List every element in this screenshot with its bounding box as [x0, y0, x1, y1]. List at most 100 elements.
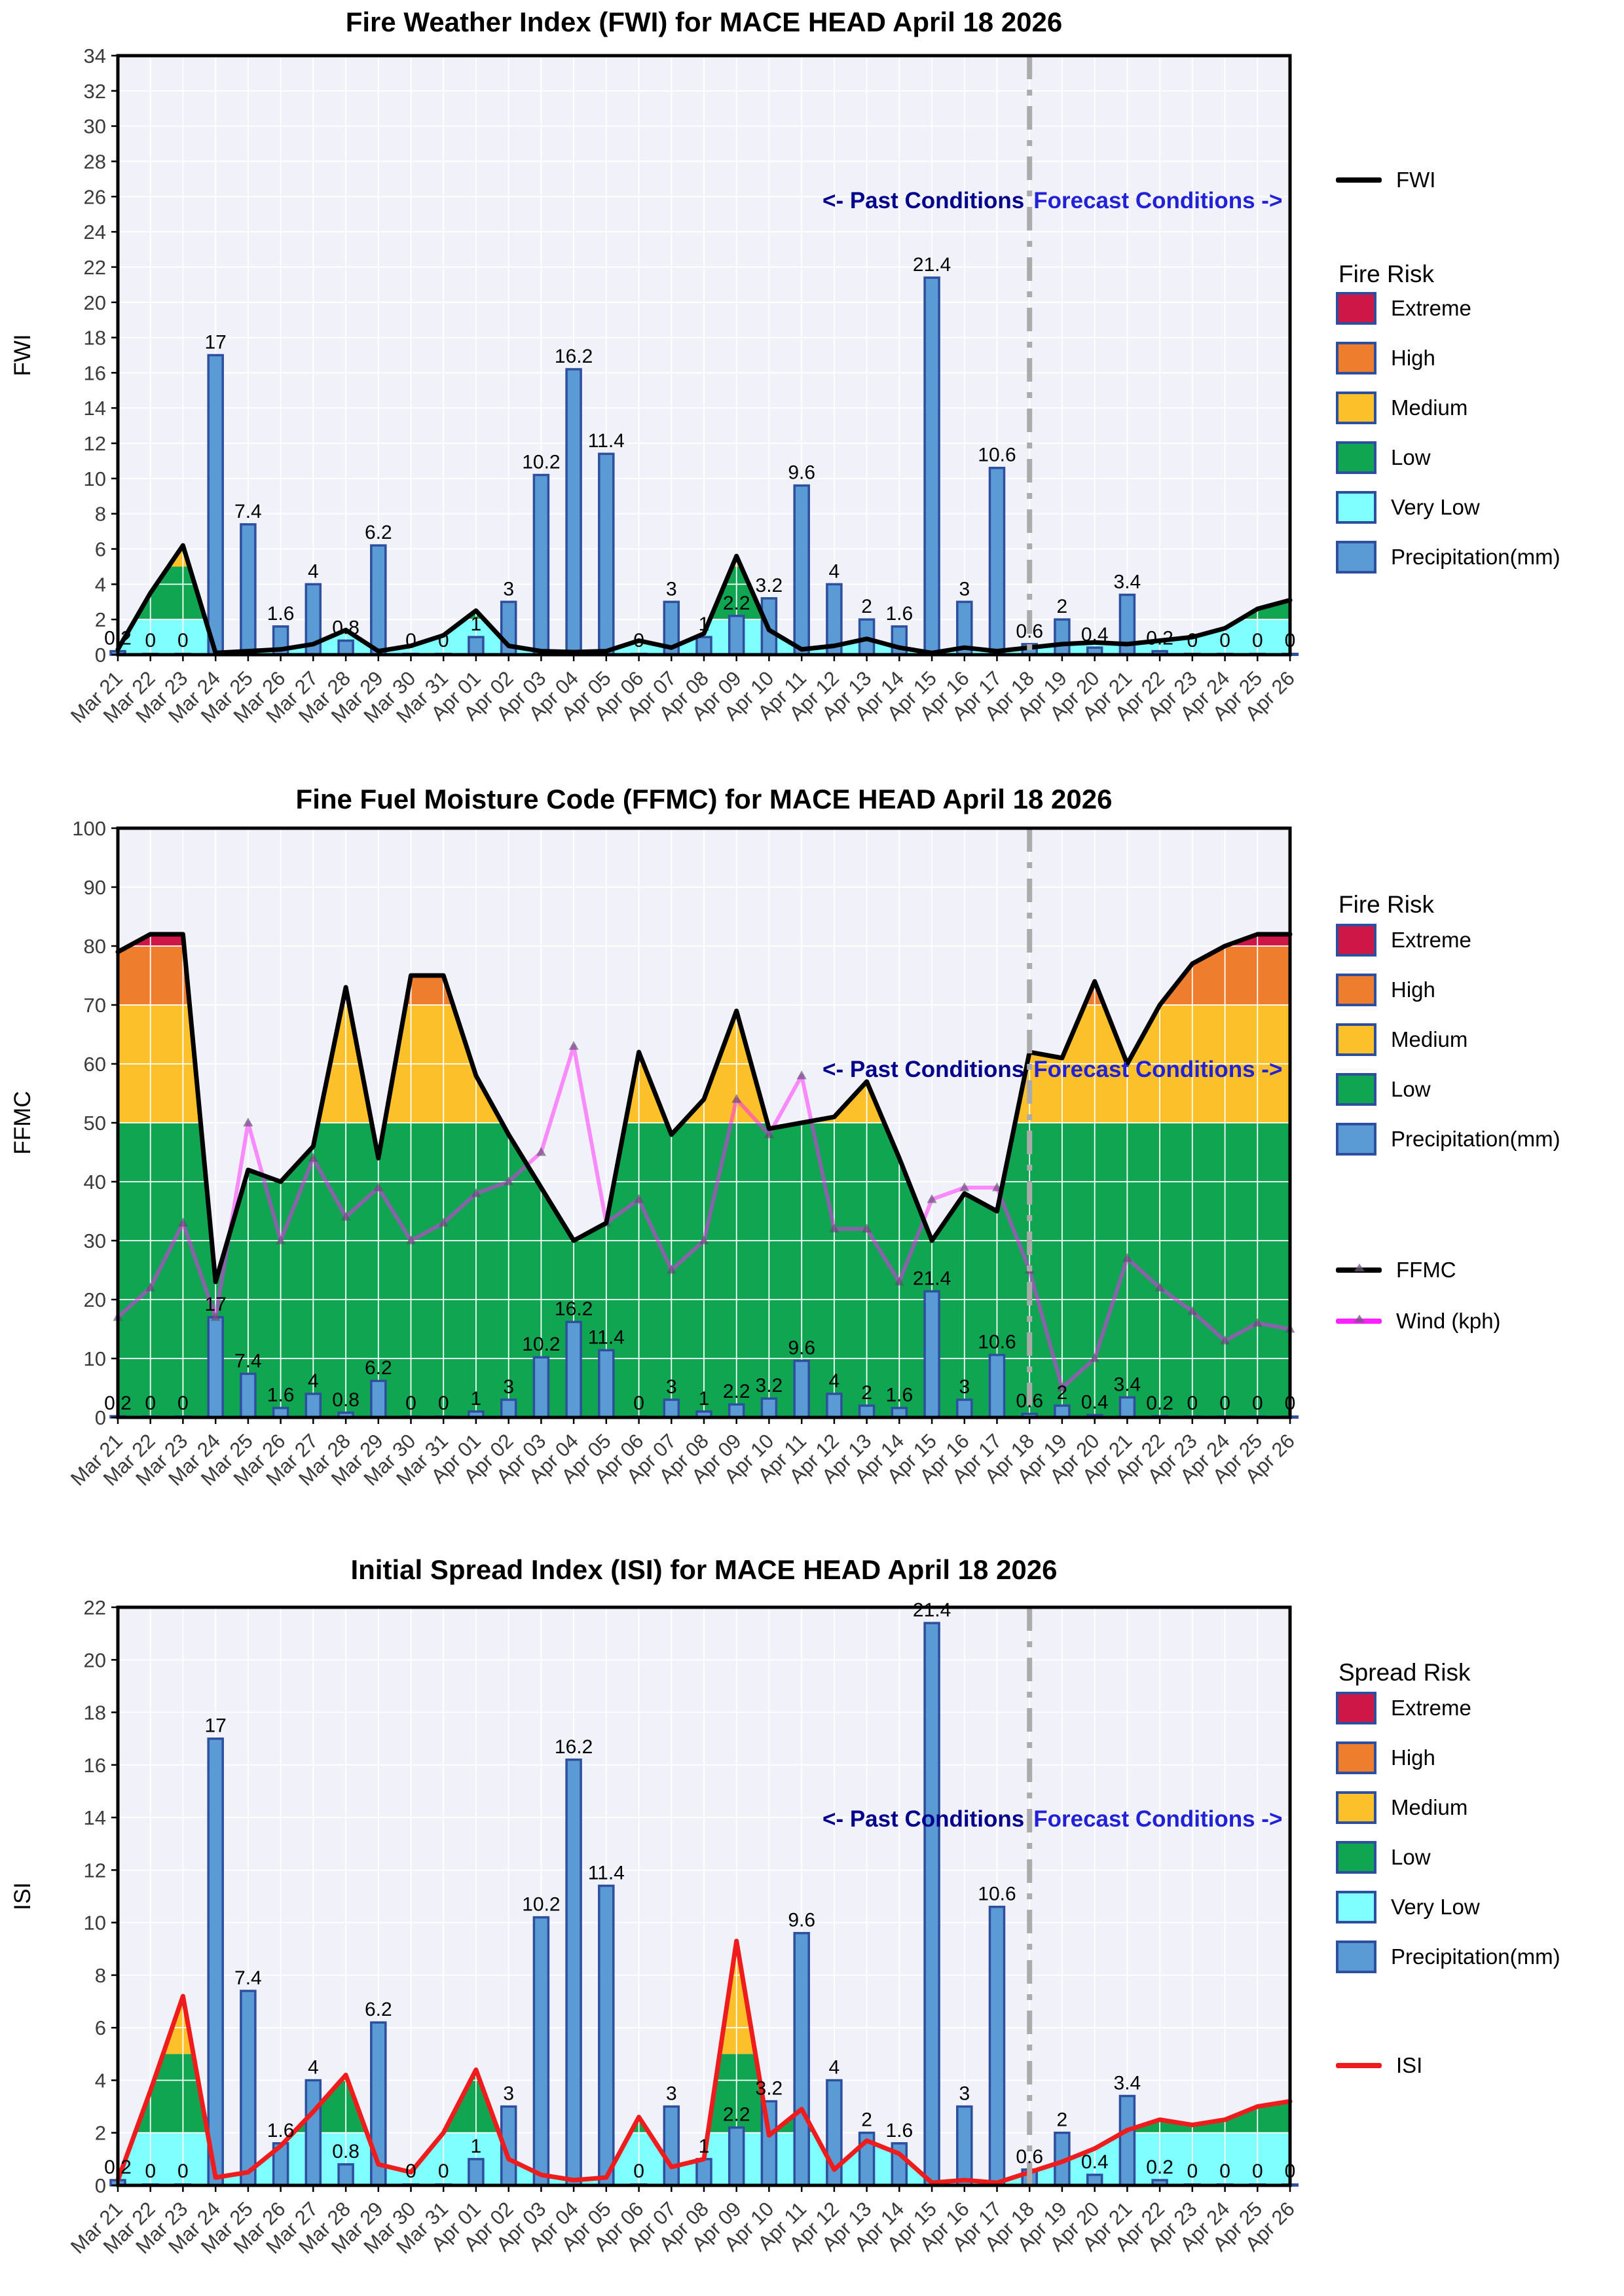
precip-bar [728, 615, 745, 656]
bar-label: 16.2 [555, 346, 593, 367]
precip-bar [728, 1403, 745, 1419]
svg-text:22: 22 [84, 1596, 106, 1619]
bar-label: 17 [205, 1715, 227, 1737]
bar-label: 0 [405, 630, 416, 651]
svg-text:28: 28 [84, 151, 106, 173]
precip-bar [826, 1393, 843, 1419]
bar-label: 6.2 [365, 1357, 392, 1379]
legend-item-low: Low [1336, 1841, 1431, 1878]
bar-label: 2 [1057, 2109, 1068, 2131]
svg-text:16: 16 [84, 361, 106, 384]
precip-bar [240, 523, 257, 656]
annotation-forecast: Forecast Conditions -> [1033, 1057, 1282, 1082]
bar-label: 2 [1057, 1382, 1068, 1404]
bar-label: 0 [438, 2160, 449, 2182]
bar-label: 16.2 [555, 1736, 593, 1758]
precip-bar [1118, 2094, 1136, 2187]
fwi-line [115, 543, 1293, 655]
bar-label: 10.2 [522, 452, 560, 473]
legend-line-fwi: FWI [1336, 168, 1435, 204]
annotation-past: <- Past Conditions [822, 188, 1024, 213]
legend-item-very-low: Very Low [1336, 1891, 1480, 1927]
fwi-plot: 0.2 0 0 17 7.4 1.6 4 0.8 6.2 0 0 1 3 10.2 16.2 11.4 0 3 1 2… [0, 0, 1336, 765]
bar-label: 2.2 [723, 1381, 750, 1402]
fwi-chart-section: Fire Weather Index (FWI) for MACE HEAD A… [0, 0, 1624, 765]
precip-bar [695, 636, 712, 656]
y-tick-labels: 0 2 4 6 8 10 12 14 16 18 20 22 [84, 1596, 118, 2197]
bar-label: 0 [1252, 2160, 1263, 2182]
bar-label: 4 [829, 560, 840, 582]
bar-label: 3 [503, 1376, 514, 1398]
bar-label: 0 [177, 2160, 189, 2182]
precip-bar [760, 1397, 778, 1419]
bar-label: 1.6 [885, 2120, 913, 2141]
svg-text:0: 0 [95, 1406, 106, 1429]
precip-bar [337, 639, 354, 656]
precip-bar [663, 1398, 680, 1419]
bar-label: 0 [145, 2160, 156, 2182]
ffmc-legend: Fire Risk Extreme High Medium Low Precipitati… [1336, 765, 1624, 1531]
legend-item-very-low: Very Low [1336, 491, 1480, 528]
precip-bar [240, 1372, 257, 1419]
legend-label: Precipitation(mm) [1391, 1127, 1560, 1151]
precip-bar [468, 2158, 485, 2187]
bar-label: 0 [405, 1393, 416, 1414]
svg-text:6: 6 [95, 2016, 106, 2039]
svg-text:70: 70 [84, 994, 106, 1017]
bar-label: 0 [1252, 630, 1263, 651]
bar-label: 1 [699, 2136, 710, 2157]
legend-item-low: Low [1336, 1073, 1431, 1110]
svg-text:90: 90 [84, 876, 106, 899]
fwi-chart-title: Fire Weather Index (FWI) for MACE HEAD A… [345, 7, 1063, 37]
precip-bar [304, 1393, 322, 1419]
bar-label: 3 [666, 1376, 677, 1398]
precip-bar [728, 2126, 745, 2187]
precip-bar [956, 2105, 973, 2187]
bar-label: 10.6 [978, 1332, 1016, 1353]
bar-label: 4 [829, 2057, 840, 2079]
bar-label: 11.4 [588, 1862, 625, 1884]
legend-item-extreme: Extreme [1336, 292, 1471, 329]
precip-bar [663, 2105, 680, 2187]
precip-bar [500, 1398, 517, 1419]
svg-text:0: 0 [95, 2174, 106, 2197]
bar-label: 0 [1219, 630, 1230, 651]
precip-bar [532, 1916, 550, 2187]
fwi-legend: FWI Fire Risk Extreme High Medium Low Very Low… [1336, 0, 1624, 765]
risk-legend-title: Fire Risk [1338, 891, 1434, 918]
precip-bar [793, 1359, 810, 1419]
bar-label: 0 [633, 1393, 644, 1414]
bar-label: 9.6 [788, 1910, 815, 1931]
bar-label: 3.2 [756, 575, 783, 596]
svg-text:12: 12 [84, 1859, 106, 1882]
precip-bar [695, 2158, 712, 2187]
annotation-past: <- Past Conditions [822, 1806, 1024, 1832]
legend-label: FFMC [1396, 1258, 1456, 1282]
ffmc-chart-title: Fine Fuel Moisture Code (FFMC) for MACE … [295, 784, 1113, 814]
bar-label: 0.2 [1146, 1393, 1173, 1414]
bar-label: 7.4 [234, 501, 262, 522]
bar-label: 2 [861, 2109, 872, 2131]
bar-label: 0.6 [1016, 1391, 1043, 1412]
legend-label: High [1391, 977, 1435, 1002]
legend-label: High [1391, 346, 1435, 370]
legend-label: ISI [1396, 2053, 1423, 2077]
svg-text:20: 20 [84, 1288, 106, 1311]
y-tick-labels: 0 10 20 30 40 50 60 70 80 90 100 [72, 817, 118, 1429]
bar-label: 0 [1219, 1393, 1230, 1414]
svg-text:20: 20 [84, 291, 106, 314]
precip-bar [598, 1349, 615, 1419]
precip-bar [598, 452, 615, 656]
svg-text:24: 24 [84, 221, 106, 244]
bar-label: 6.2 [365, 522, 392, 543]
bar-label: 2.2 [723, 592, 750, 614]
svg-text:2: 2 [95, 608, 106, 631]
isi-chart-title: Initial Spread Index (ISI) for MACE HEAD… [350, 1554, 1058, 1585]
svg-text:16: 16 [84, 1754, 106, 1777]
bar-label: 3 [503, 2083, 514, 2105]
